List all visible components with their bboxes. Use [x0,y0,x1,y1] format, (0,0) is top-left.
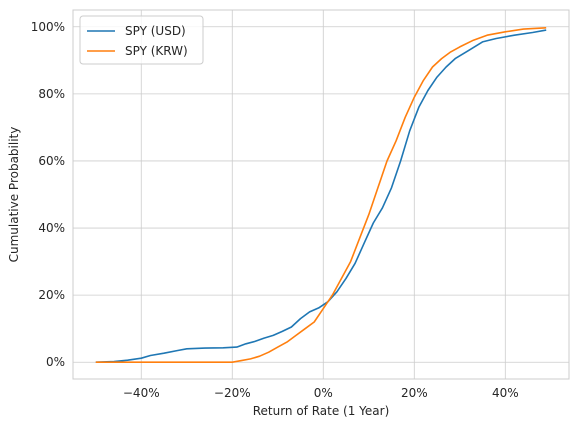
legend: SPY (USD) SPY (KRW) [79,15,204,65]
legend-box [79,15,204,65]
x-tick-label: 0% [314,386,333,400]
legend-label-krw: SPY (KRW) [125,44,188,58]
y-tick-label: 60% [38,154,65,168]
x-tick-label: −40% [123,386,160,400]
y-tick-label: 40% [38,221,65,235]
y-tick-label: 100% [31,20,65,34]
tick-labels: −40% −20% 0% 20% 40% 0% 20% 40% 60% 80% 100% [31,20,519,400]
y-axis-label: Cumulative Probability [7,127,21,263]
x-axis-label: Return of Rate (1 Year) [253,404,390,418]
x-tick-label: 40% [492,386,519,400]
y-tick-label: 20% [38,288,65,302]
series-lines [95,27,547,364]
y-tick-label: 80% [38,87,65,101]
grid [73,10,569,379]
legend-label-usd: SPY (USD) [125,24,186,38]
series-line-krw [95,27,547,364]
plot-area [72,9,570,380]
x-tick-label: 20% [401,386,428,400]
y-tick-label: 0% [46,355,65,369]
x-tick-label: −20% [214,386,251,400]
